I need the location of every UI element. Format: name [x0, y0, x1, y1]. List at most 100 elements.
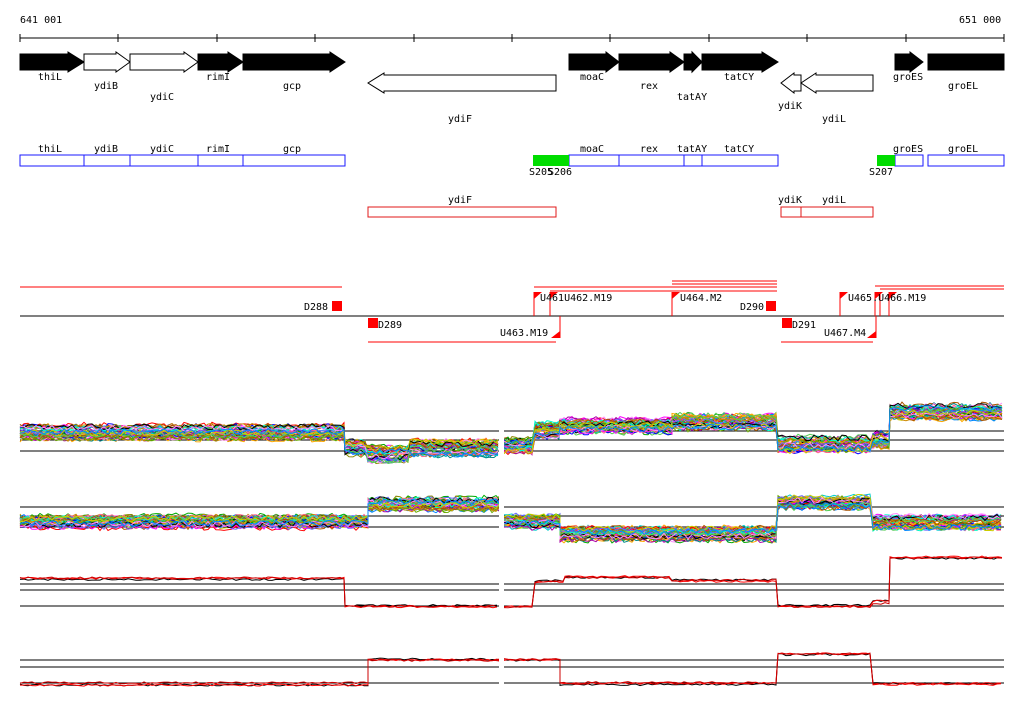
- profile-line: [19, 556, 1003, 609]
- antisense-labels: ydiF ydiK ydiL: [448, 195, 846, 206]
- transcript-box-groES[interactable]: [894, 154, 924, 167]
- profile-line: [19, 556, 1003, 608]
- gene-arrow-groEL[interactable]: [927, 53, 1005, 71]
- flag-label-U461-U462: U461U462.M19: [540, 293, 612, 304]
- gene-arrow-ydiF[interactable]: [367, 72, 557, 94]
- ruler-start-label: 641 001: [20, 15, 62, 26]
- flag-U465[interactable]: [840, 292, 848, 299]
- gene-label-groES: groES: [893, 72, 923, 83]
- gene-arrow-ydiK[interactable]: [780, 71, 802, 95]
- flag-U466b[interactable]: [889, 292, 897, 299]
- transcript-track: [19, 154, 1005, 167]
- transcript-box-ydiB[interactable]: [83, 154, 131, 167]
- gene-label-tatCY: tatCY: [724, 72, 754, 83]
- gene-label-ydiC: ydiC: [150, 92, 174, 103]
- antisense-box-ydiL[interactable]: [800, 206, 874, 218]
- profile-line: [20, 652, 1002, 687]
- gene-arrow-rimI[interactable]: [197, 51, 244, 73]
- expression-profiles: [19, 391, 1004, 700]
- flag-label-U464: U464.M2: [680, 293, 722, 304]
- transcript-label-rimI: rimI: [206, 144, 230, 155]
- transcript-box-groEL[interactable]: [927, 154, 1005, 167]
- flag-U462[interactable]: [550, 292, 558, 299]
- gene-arrow-groES[interactable]: [894, 50, 924, 74]
- antisense-label-ydiF: ydiF: [448, 195, 472, 206]
- transcript-box-thiL[interactable]: [19, 154, 85, 167]
- flag-U464[interactable]: [672, 292, 680, 299]
- transcript-label-ydiB: ydiB: [94, 144, 118, 155]
- antisense-track: [367, 206, 874, 218]
- transcript-label-tatCY: tatCY: [724, 144, 754, 155]
- breakpoint-label-D288: D288: [304, 302, 328, 313]
- profile-panel-1: [19, 391, 1004, 471]
- transcript-labels: thiL ydiB ydiC rimI gcp moaC rex tatAY t…: [38, 144, 978, 178]
- gene-label-ydiL: ydiL: [822, 114, 846, 125]
- gene-label-ydiB: ydiB: [94, 81, 118, 92]
- profile-line: [19, 496, 1002, 540]
- gene-label-groEL: groEL: [948, 81, 978, 92]
- promoter-label-S206: S206: [548, 167, 572, 178]
- gene-arrow-ydiL[interactable]: [800, 72, 874, 94]
- flag-U466[interactable]: [875, 292, 883, 299]
- profile-panel-4: [19, 620, 1004, 700]
- breakpoint-D290[interactable]: [766, 301, 776, 311]
- transcript-box-gcp[interactable]: [242, 154, 346, 167]
- profile-line: [19, 652, 1001, 685]
- profile-line: [19, 498, 1002, 536]
- transcript-box-rex[interactable]: [618, 154, 685, 167]
- transcript-box-tatCY[interactable]: [701, 154, 779, 167]
- gene-arrow-rex[interactable]: [618, 51, 685, 73]
- antisense-box-ydiK[interactable]: [780, 206, 802, 218]
- breakpoint-D291[interactable]: [782, 318, 792, 328]
- breakpoint-label-D290: D290: [740, 302, 764, 313]
- gene-label-ydiF: ydiF: [448, 114, 472, 125]
- promoter-label-S207: S207: [869, 167, 893, 178]
- gene-arrow-ydiC[interactable]: [129, 51, 199, 73]
- flag-label-U467: U467.M4: [824, 328, 866, 339]
- ruler-end-label: 651 000: [959, 15, 1001, 26]
- transcript-label-rex: rex: [640, 144, 658, 155]
- promoter-box-S205-S206[interactable]: [533, 155, 569, 166]
- gene-label-rex: rex: [640, 81, 658, 92]
- transcript-label-moaC: moaC: [580, 144, 604, 155]
- gene-labels: thiL ydiB ydiC rimI gcp ydiF moaC rex ta…: [38, 72, 978, 125]
- gene-label-rimI: rimI: [206, 72, 230, 83]
- profile-line: [19, 493, 1002, 533]
- gene-track: [19, 50, 1005, 95]
- gene-label-tatAY: tatAY: [677, 92, 707, 103]
- flag-U463[interactable]: [551, 331, 560, 338]
- profile-line: [19, 653, 1002, 687]
- transcript-label-groES: groES: [893, 144, 923, 155]
- promoter-label-S205: S205: [529, 167, 553, 178]
- transcript-label-tatAY: tatAY: [677, 144, 707, 155]
- segment-track: D288 D289 D290 D291 U461U462.M19 U463.M1…: [20, 280, 1004, 343]
- gene-label-ydiK: ydiK: [778, 101, 802, 112]
- profile-panel-2: [19, 467, 1004, 547]
- flag-U461[interactable]: [534, 292, 542, 299]
- gene-label-thiL: thiL: [38, 72, 62, 83]
- profile-line: [19, 406, 1003, 464]
- transcript-label-thiL: thiL: [38, 144, 62, 155]
- gene-arrow-tatAY-2[interactable]: [689, 50, 703, 74]
- gene-arrow-moaC[interactable]: [568, 50, 620, 74]
- flag-label-U465-U466: U465.U466.M19: [848, 293, 926, 304]
- coordinate-ruler: 641 001 651 000: [19, 15, 1005, 42]
- gene-arrow-gcp[interactable]: [242, 51, 346, 73]
- transcript-box-moaC[interactable]: [568, 154, 620, 167]
- breakpoint-D289[interactable]: [368, 318, 378, 328]
- transcript-box-tatAY[interactable]: [683, 154, 703, 167]
- promoter-box-S207[interactable]: [877, 155, 895, 166]
- breakpoint-D288[interactable]: [332, 301, 342, 311]
- flag-label-U463: U463.M19: [500, 328, 548, 339]
- antisense-label-ydiL: ydiL: [822, 195, 846, 206]
- gene-arrow-tatCY[interactable]: [701, 51, 779, 73]
- breakpoint-label-D289: D289: [378, 320, 402, 331]
- gene-arrow-thiL[interactable]: [19, 51, 85, 73]
- gene-label-gcp: gcp: [283, 81, 301, 92]
- gene-arrow-ydiB[interactable]: [83, 51, 131, 73]
- transcript-box-rimI[interactable]: [197, 154, 244, 167]
- antisense-box-ydiF[interactable]: [367, 206, 557, 218]
- flag-U467[interactable]: [867, 331, 876, 338]
- transcript-box-ydiC[interactable]: [129, 154, 199, 167]
